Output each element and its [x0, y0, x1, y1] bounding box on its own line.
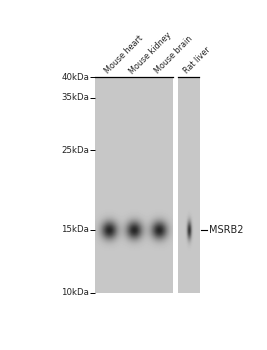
Text: 15kDa: 15kDa — [61, 225, 89, 234]
Text: Mouse heart: Mouse heart — [103, 34, 145, 76]
Bar — [96, 77, 173, 293]
Text: 35kDa: 35kDa — [61, 93, 89, 102]
Text: 10kDa: 10kDa — [61, 288, 89, 297]
Text: 25kDa: 25kDa — [61, 146, 89, 155]
Text: Mouse brain: Mouse brain — [153, 35, 194, 76]
Text: Mouse kidney: Mouse kidney — [128, 30, 173, 76]
Text: Rat liver: Rat liver — [182, 46, 212, 76]
Text: 40kDa: 40kDa — [61, 72, 89, 82]
Bar — [178, 77, 199, 293]
Text: MSRB2: MSRB2 — [209, 225, 244, 235]
